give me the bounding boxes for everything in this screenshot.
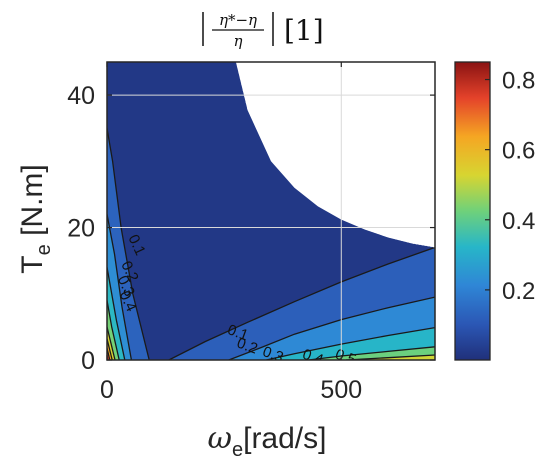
boundary-notch — [276, 163, 282, 169]
boundary-notch — [288, 176, 293, 182]
boundary-notch — [238, 69, 244, 75]
contour-line-low-0.4 — [107, 300, 120, 360]
contour-line-0.1 — [168, 246, 435, 360]
contour-line-0.5 — [345, 354, 435, 360]
contour-fills: 0.10.20.30.40.10.2 0.3 0.4 0.5 — [107, 62, 435, 366]
grid — [107, 62, 435, 360]
boundary-notch — [236, 63, 242, 69]
colorbar: 0.2 0.4 0.6 0.8 — [454, 61, 535, 361]
y-tick-label: 20 — [67, 215, 95, 243]
boundary-notch — [273, 160, 279, 166]
contour-line-low-0.6 — [107, 338, 113, 360]
boundary-notch — [253, 118, 258, 124]
colorbar-tick-label: 0.6 — [502, 138, 535, 165]
contour-line-low-0.2 — [107, 214, 133, 360]
boundary-notch — [270, 156, 276, 162]
boundary-notch — [247, 105, 252, 111]
band-level-0.5 — [345, 355, 435, 360]
contour-line-low-0.5 — [107, 326, 116, 360]
y-tick-label: 0 — [81, 347, 95, 375]
contour-label: 0.2 — [234, 335, 259, 358]
plot-area: 0.10.20.30.40.10.2 0.3 0.4 0.5 — [107, 62, 435, 366]
contour-line-low-0.3 — [107, 267, 126, 360]
boundary-notch — [279, 166, 285, 172]
contour-line-0.4 — [308, 346, 435, 360]
chart-title: η*−η η [1] — [202, 11, 324, 50]
axes-box — [106, 61, 436, 361]
contour-label: 0.3 — [260, 343, 285, 366]
boundary-notch — [285, 173, 291, 179]
axes: 0 500 0 20 40 ωe[rad/s] Te [N.m] — [16, 61, 436, 461]
colorbar-tick-label: 0.2 — [502, 278, 535, 305]
contour-label: 0.1 — [225, 321, 250, 344]
colorbar-gradient — [454, 61, 491, 361]
boundary-notch — [258, 131, 264, 137]
boundary-notch — [250, 112, 255, 118]
boundary-notch — [261, 137, 267, 143]
colorbar-tick-label: 0.4 — [502, 208, 535, 235]
title-denominator: η — [234, 32, 243, 50]
boundary-notch — [264, 144, 270, 149]
boundary-notch — [431, 242, 435, 248]
boundary-notch — [267, 150, 273, 156]
boundary-notch — [245, 99, 251, 105]
x-tick-label: 500 — [320, 376, 362, 404]
x-tick-label: 0 — [100, 376, 114, 404]
boundary-notch — [244, 93, 250, 99]
title-suffix: [1] — [284, 14, 324, 47]
x-axis-label: ωe[rad/s] — [208, 421, 327, 461]
y-axis-label: Te [N.m] — [16, 164, 55, 273]
contour-lines — [107, 128, 435, 360]
boundary-notch — [255, 125, 261, 130]
title-numerator: η*−η — [219, 11, 257, 29]
boundary-notch — [282, 170, 288, 175]
boundary-notch — [242, 87, 248, 93]
boundary-notch — [239, 75, 245, 81]
boundary-notch — [291, 180, 296, 185]
colorbar-tick-label: 0.8 — [502, 68, 535, 95]
boundary-notch — [241, 81, 247, 87]
y-tick-label: 40 — [67, 82, 95, 110]
contour-line-0.2 — [228, 296, 435, 360]
